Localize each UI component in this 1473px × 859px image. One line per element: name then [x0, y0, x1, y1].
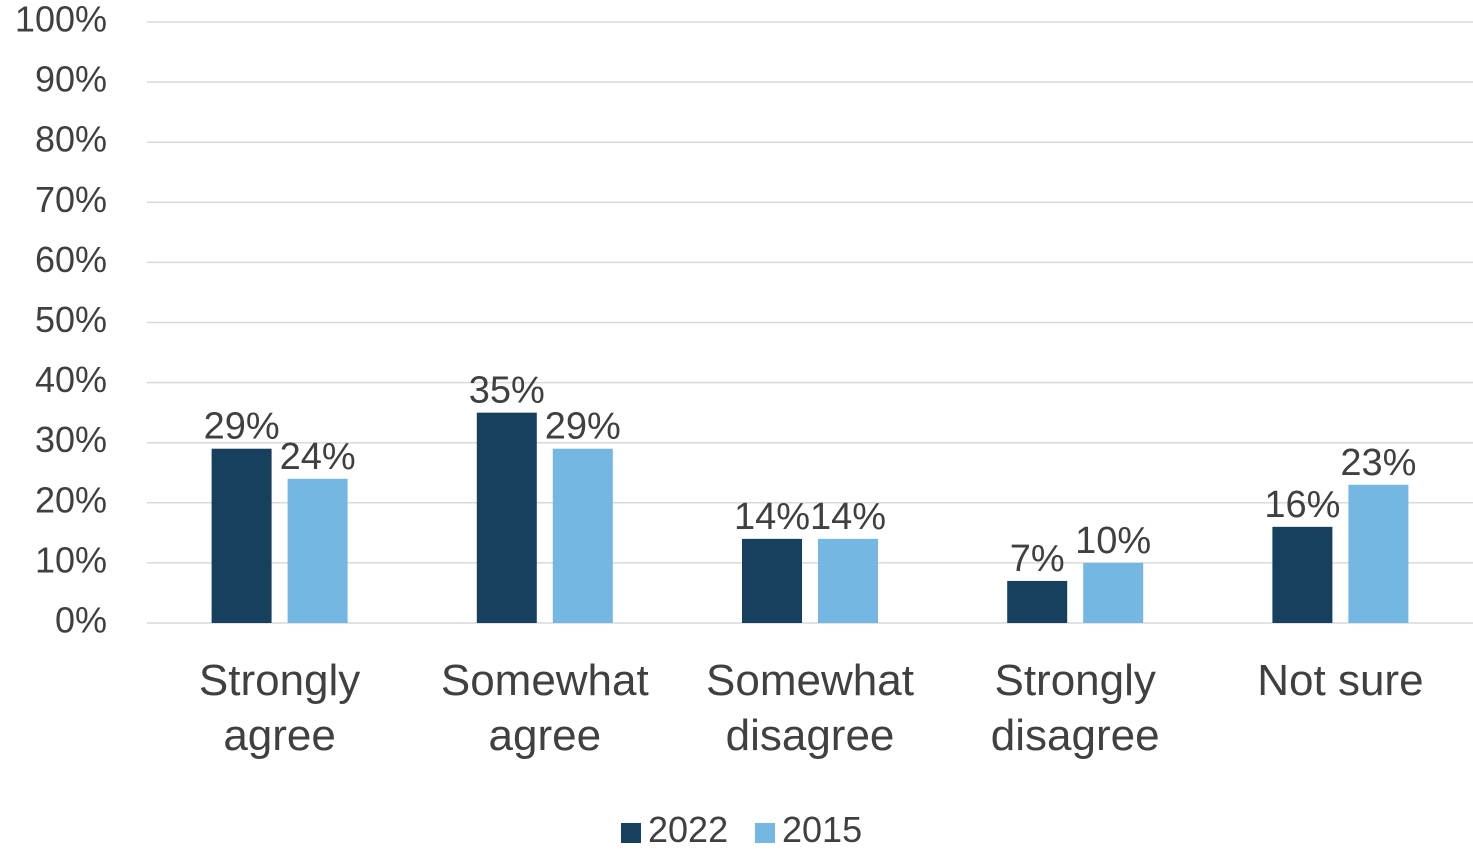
y-tick-label: 50%: [35, 299, 107, 340]
legend-swatch-2015: [755, 823, 775, 843]
y-tick-label: 0%: [55, 600, 107, 641]
y-tick-label: 30%: [35, 419, 107, 460]
data-label: 29%: [204, 406, 280, 448]
x-category-label: disagree: [991, 711, 1160, 760]
y-tick-label: 60%: [35, 239, 107, 280]
y-tick-label: 10%: [35, 539, 107, 580]
data-label: 7%: [1010, 538, 1065, 580]
bar-2015: [287, 478, 348, 623]
x-category-label: Not sure: [1257, 656, 1423, 705]
y-tick-label: 20%: [35, 479, 107, 520]
x-category-label: Strongly: [199, 656, 360, 705]
data-label: 24%: [280, 436, 356, 478]
data-label: 29%: [545, 406, 621, 448]
bar-2015: [552, 448, 613, 623]
y-tick-label: 40%: [35, 359, 107, 400]
legend-label: 2022: [648, 809, 728, 850]
bar-2015: [1083, 562, 1144, 623]
y-tick-label: 80%: [35, 119, 107, 160]
bar-2022: [211, 448, 272, 623]
legend-swatch-2022: [621, 823, 641, 843]
data-label: 14%: [734, 496, 810, 538]
x-category-label: agree: [223, 711, 336, 760]
x-category-label: agree: [489, 711, 602, 760]
data-label: 35%: [469, 370, 545, 412]
y-tick-label: 90%: [35, 59, 107, 100]
data-label: 10%: [1075, 520, 1151, 562]
bar-2022: [476, 412, 537, 623]
x-category-label: disagree: [726, 711, 895, 760]
x-category-label: Strongly: [994, 656, 1155, 705]
data-label: 16%: [1264, 484, 1340, 526]
legend-label: 2015: [782, 809, 862, 850]
data-label: 23%: [1340, 442, 1416, 484]
data-label: 14%: [810, 496, 886, 538]
y-tick-label: 100%: [15, 0, 107, 40]
bar-2015: [1348, 484, 1409, 623]
bar-2022: [1272, 526, 1333, 623]
bar-2022: [1007, 580, 1068, 623]
x-category-label: Somewhat: [441, 656, 649, 705]
bar-2015: [818, 538, 878, 623]
x-category-label: Somewhat: [706, 656, 914, 705]
bar-2022: [742, 538, 802, 623]
y-tick-label: 70%: [35, 179, 107, 220]
